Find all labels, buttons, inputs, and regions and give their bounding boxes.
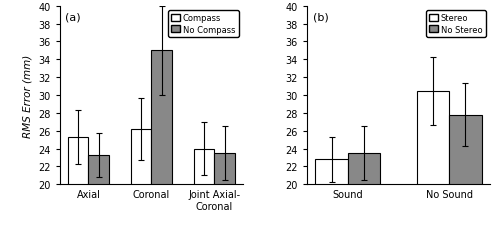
Bar — [348, 153, 380, 225]
Bar — [88, 155, 108, 225]
Bar — [316, 160, 348, 225]
Legend: Compass, No Compass: Compass, No Compass — [168, 11, 239, 38]
Text: (b): (b) — [312, 12, 328, 22]
Legend: Stereo, No Stereo: Stereo, No Stereo — [426, 11, 486, 38]
Bar — [132, 129, 152, 225]
Text: (a): (a) — [66, 12, 81, 22]
Bar — [68, 137, 88, 225]
Y-axis label: RMS Error (mm): RMS Error (mm) — [23, 54, 33, 137]
Bar — [417, 91, 449, 225]
Bar — [194, 149, 214, 225]
Bar — [214, 153, 234, 225]
Bar — [152, 51, 172, 225]
Bar — [449, 115, 482, 225]
